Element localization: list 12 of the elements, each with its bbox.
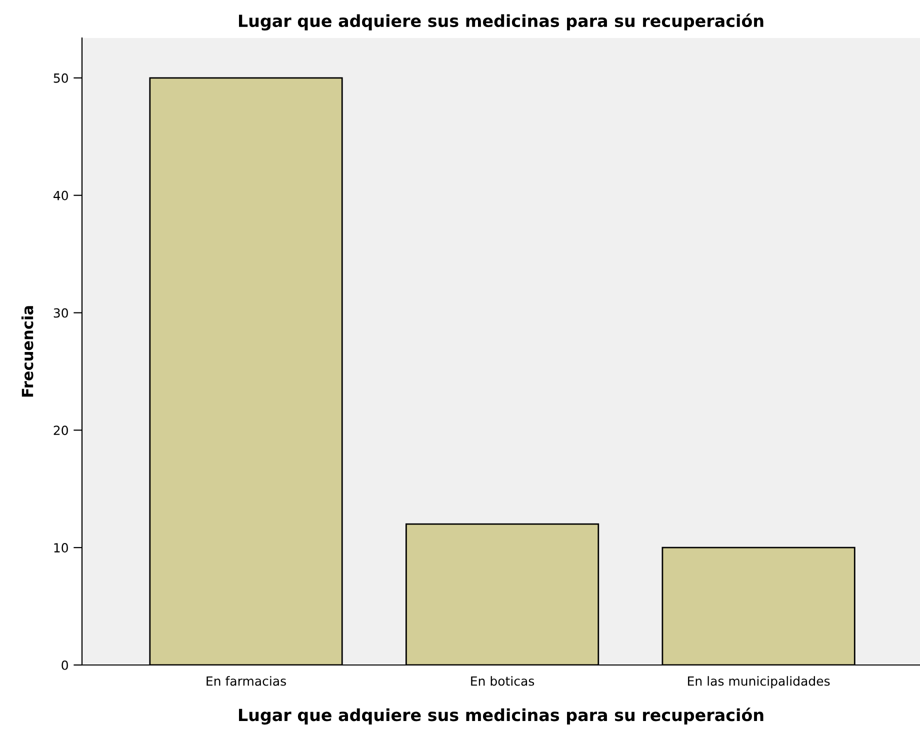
y-tick-label: 10 — [54, 543, 68, 553]
chart-title: Lugar que adquiere sus medicinas para su recuperación — [239, 14, 764, 30]
y-tick-label: 0 — [62, 660, 68, 670]
x-tick-label: En las municipalidades — [688, 676, 830, 688]
y-tick-label: 20 — [54, 426, 68, 436]
y-tick-label: 40 — [54, 190, 68, 200]
x-tick-label: En farmacias — [206, 676, 286, 686]
x-tick-label: En boticas — [471, 676, 534, 686]
x-axis-title: Lugar que adquiere sus medicinas para su recuperación — [239, 708, 764, 725]
y-tick-label: 30 — [54, 308, 68, 318]
y-tick-label: 50 — [54, 73, 68, 83]
y-axis-title: Frecuencia — [21, 306, 34, 397]
